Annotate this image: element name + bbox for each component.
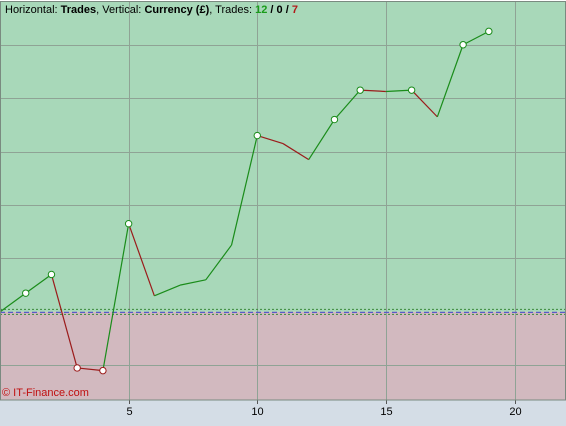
equity-segment [179, 279, 206, 286]
trade-marker [330, 115, 339, 124]
equity-segment [360, 89, 386, 93]
x-tick-label: 20 [509, 406, 521, 418]
equity-segment [436, 44, 464, 118]
header-comma-2: , [209, 4, 213, 16]
horizontal-label: Horizontal: [5, 4, 58, 16]
equity-segment [50, 274, 78, 369]
equity-segment [411, 89, 438, 118]
trade-marker [47, 270, 56, 279]
equity-line [0, 30, 490, 372]
profit-zone [0, 2, 566, 312]
equity-segment [334, 89, 361, 120]
trades-breakeven-count: 0 [276, 4, 283, 16]
grid-lines [0, 2, 566, 400]
trade-marker [356, 86, 364, 94]
trade-marker [407, 86, 416, 94]
trade-marker [485, 27, 493, 36]
header-comma-1: , [96, 4, 100, 16]
equity-segment [308, 119, 335, 160]
equity-segment [128, 223, 155, 297]
equity-segment [282, 143, 310, 161]
copyright-watermark: © IT-Finance.com [2, 387, 89, 399]
trade-marker [124, 220, 133, 228]
trades-separator-1: / [270, 4, 274, 16]
x-tick-label: 15 [380, 406, 392, 418]
equity-segment [205, 244, 233, 281]
equity-segment [154, 284, 181, 297]
trades-label: Trades: [215, 4, 253, 16]
equity-segment [77, 367, 103, 372]
vertical-value: Currency (£) [144, 4, 210, 16]
vertical-label: Vertical: [102, 4, 142, 16]
x-tick-label: 10 [251, 406, 263, 418]
loss-zone [0, 311, 566, 400]
trades-separator-2: / [285, 4, 289, 16]
baseline [0, 308, 566, 315]
x-axis-area [0, 400, 566, 426]
x-tick-label: 5 [126, 406, 132, 418]
equity-segment [25, 273, 52, 294]
chart-header: Horizontal: Trades, Vertical: Currency (… [5, 3, 298, 17]
equity-segment [230, 135, 258, 246]
trade-marker [459, 41, 467, 49]
equity-segment [102, 223, 130, 371]
trade-marker [253, 131, 261, 140]
trade-marker [73, 364, 81, 372]
trade-marker [99, 366, 107, 375]
equity-segment [257, 134, 284, 145]
equity-segment [385, 89, 412, 93]
horizontal-value: Trades [60, 4, 97, 16]
trades-wins-count: 12 [255, 4, 268, 16]
trades-losses-count: 7 [291, 4, 298, 16]
trade-marker [22, 289, 30, 297]
equity-segment [0, 292, 27, 313]
equity-segment [462, 30, 490, 46]
x-axis-ticks: 5 10 15 20 [126, 400, 522, 418]
trade-markers [22, 27, 493, 375]
